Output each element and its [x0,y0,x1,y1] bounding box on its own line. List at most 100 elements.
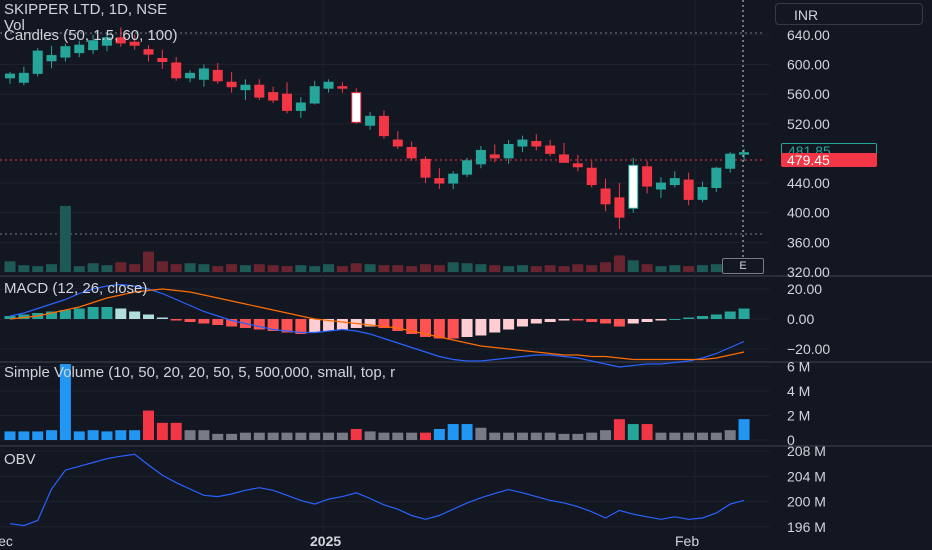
candle-body-51 [711,167,722,189]
simple-volume-bar-2 [32,431,44,440]
macd-hist-bar-26 [364,319,376,327]
simple-volume-bar-32 [447,424,459,440]
macd-tick-label-1: 0.00 [787,311,814,327]
candle-body-48 [669,178,680,186]
candle-body-0 [5,73,15,79]
candle-body-30 [420,158,431,178]
currency-selector[interactable]: INR [775,3,923,25]
candle-body-3 [46,55,57,62]
simple-volume-bar-48 [669,432,681,440]
candle-body-21 [295,102,306,111]
volume-bar-12 [170,264,182,272]
volume-bar-44 [613,255,625,272]
macd-hist-bar-45 [627,319,639,324]
macd-hist-bar-12 [170,319,182,321]
volume-bar-11 [156,261,168,272]
volume-bar-18 [253,264,265,272]
candle-body-27 [378,115,389,137]
macd-hist-bar-48 [669,319,681,320]
macd-hist-bar-9 [129,311,141,319]
price-tick-label-4: 440.00 [787,175,830,191]
simple-volume-bar-49 [683,432,695,440]
obv-line [9,453,745,527]
simple-volume-bar-50 [697,432,708,440]
macd-hist-bar-47 [655,319,667,321]
macd-hist-bar-51 [710,314,722,319]
macd-hist-bar-39 [544,319,556,322]
macd-hist-bar-30 [420,319,431,337]
simple-volume-bar-44 [613,419,625,440]
macd-hist-bar-33 [461,319,473,337]
volume-bar-38 [530,266,542,272]
macd-hist-bar-36 [503,319,515,330]
candle-body-38 [531,141,542,147]
volume-bar-2 [32,266,44,272]
candle-body-43 [600,188,611,205]
simple-volume-bar-27 [378,432,390,440]
macd-hist-bar-22 [309,319,321,333]
simple-volume-bar-15 [212,433,224,440]
simple-volume-bar-4 [59,364,71,440]
volume-bar-51 [710,264,722,272]
candle-body-15 [212,69,223,82]
candle-body-25 [351,92,362,123]
volume-bar-43 [600,262,612,272]
candle-body-28 [392,139,403,147]
symbol-title: SKIPPER LTD, 1D, NSE [4,1,168,18]
macd-hist-bar-38 [530,319,542,324]
candle-body-49 [683,179,694,200]
volume-bar-48 [669,265,681,272]
volume-bar-16 [226,264,238,272]
sv-tick-label-3: 0 [787,432,795,448]
events-button[interactable]: E [722,258,764,274]
macd-line [9,283,745,368]
simple-volume-bar-40 [558,433,570,440]
candle-body-7 [101,37,112,46]
macd-hist-bar-18 [253,319,265,330]
x-tick-label-2: Feb [675,533,699,549]
candle-body-4 [60,46,71,58]
simple-volume-bar-30 [420,432,431,440]
price-tick-label-5: 400.00 [787,205,830,221]
volume-bar-50 [697,265,708,272]
simple-volume-bar-17 [239,432,251,440]
price-tick-label-2: 560.00 [787,86,830,102]
simple-volume-bar-33 [461,424,473,440]
volume-bar-23 [323,264,335,272]
volume-bar-5 [73,266,85,272]
candle-body-1 [18,72,29,83]
volume-bar-24 [336,266,348,272]
candle-body-6 [88,40,99,51]
macd-hist-bar-29 [406,319,418,334]
macd-hist-bar-15 [212,319,224,325]
macd-hist-bar-8 [115,308,127,319]
simple-volume-bar-22 [309,432,321,440]
candle-body-47 [655,182,666,190]
simple-volume-bar-25 [350,428,362,440]
price-tick-label-0: 640.00 [787,27,830,43]
volume-bar-39 [544,265,556,272]
volume-bar-7 [101,265,113,272]
simple-volume-bar-23 [323,432,335,440]
simple-volume-bar-35 [489,432,501,440]
candle-body-46 [642,166,653,187]
macd-hist-bar-10 [143,314,154,319]
macd-hist-bar-24 [336,319,348,330]
x-tick-label-0: Dec [0,533,13,549]
candle-body-35 [489,154,500,159]
volume-bar-34 [475,264,487,272]
volume-bar-30 [420,264,431,272]
candle-body-24 [337,86,348,89]
macd-hist-bar-20 [281,319,293,333]
sv-tick-label-0: 6 M [787,358,810,374]
simple-volume-bar-51 [710,432,722,440]
volume-bar-46 [641,264,653,272]
macd-hist-bar-6 [87,307,99,319]
volume-bar-25 [350,263,362,272]
price-tick-label-1: 600.00 [787,56,830,72]
simple-volume-bar-3 [46,430,58,440]
candle-body-19 [268,92,279,101]
volume-bar-17 [239,265,251,272]
candle-body-12 [171,62,182,79]
volume-bar-27 [378,265,390,272]
